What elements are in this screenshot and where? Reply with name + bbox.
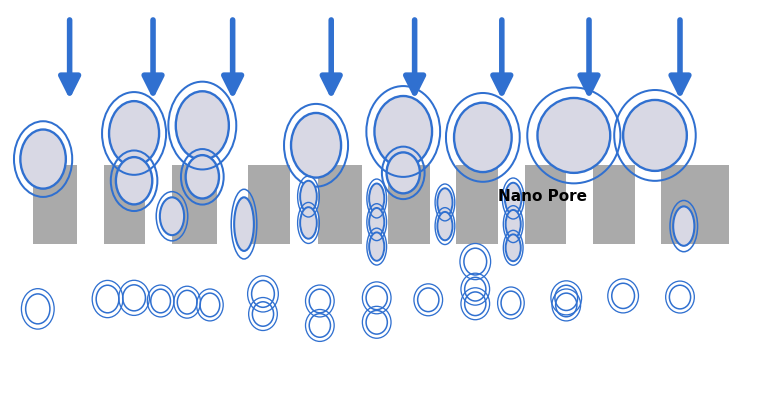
Ellipse shape: [291, 113, 341, 177]
Ellipse shape: [369, 232, 384, 261]
Text: Nano Pore: Nano Pore: [498, 189, 587, 204]
Bar: [2, 161, 33, 248]
Ellipse shape: [505, 210, 521, 238]
Ellipse shape: [374, 96, 432, 167]
Ellipse shape: [109, 101, 159, 166]
Bar: [635, 161, 661, 248]
Bar: [145, 161, 172, 248]
Bar: [361, 161, 388, 248]
Ellipse shape: [505, 234, 521, 261]
Ellipse shape: [369, 208, 384, 236]
Ellipse shape: [300, 207, 317, 239]
Ellipse shape: [21, 129, 66, 189]
Ellipse shape: [537, 98, 610, 173]
Bar: [729, 161, 759, 248]
Bar: [218, 161, 248, 248]
Bar: [77, 161, 103, 248]
Ellipse shape: [454, 103, 511, 172]
Ellipse shape: [300, 181, 317, 212]
Ellipse shape: [505, 183, 521, 214]
Bar: [430, 161, 457, 248]
Ellipse shape: [234, 197, 254, 251]
Ellipse shape: [116, 157, 152, 204]
Ellipse shape: [369, 183, 384, 214]
Ellipse shape: [160, 197, 184, 235]
Ellipse shape: [186, 155, 219, 198]
Bar: [2, 165, 759, 244]
Ellipse shape: [438, 188, 453, 217]
Ellipse shape: [176, 91, 229, 160]
Bar: [498, 161, 524, 248]
Ellipse shape: [387, 152, 420, 193]
Ellipse shape: [438, 212, 453, 240]
Bar: [566, 161, 593, 248]
Bar: [289, 161, 318, 248]
Ellipse shape: [623, 100, 687, 171]
Ellipse shape: [673, 206, 694, 246]
